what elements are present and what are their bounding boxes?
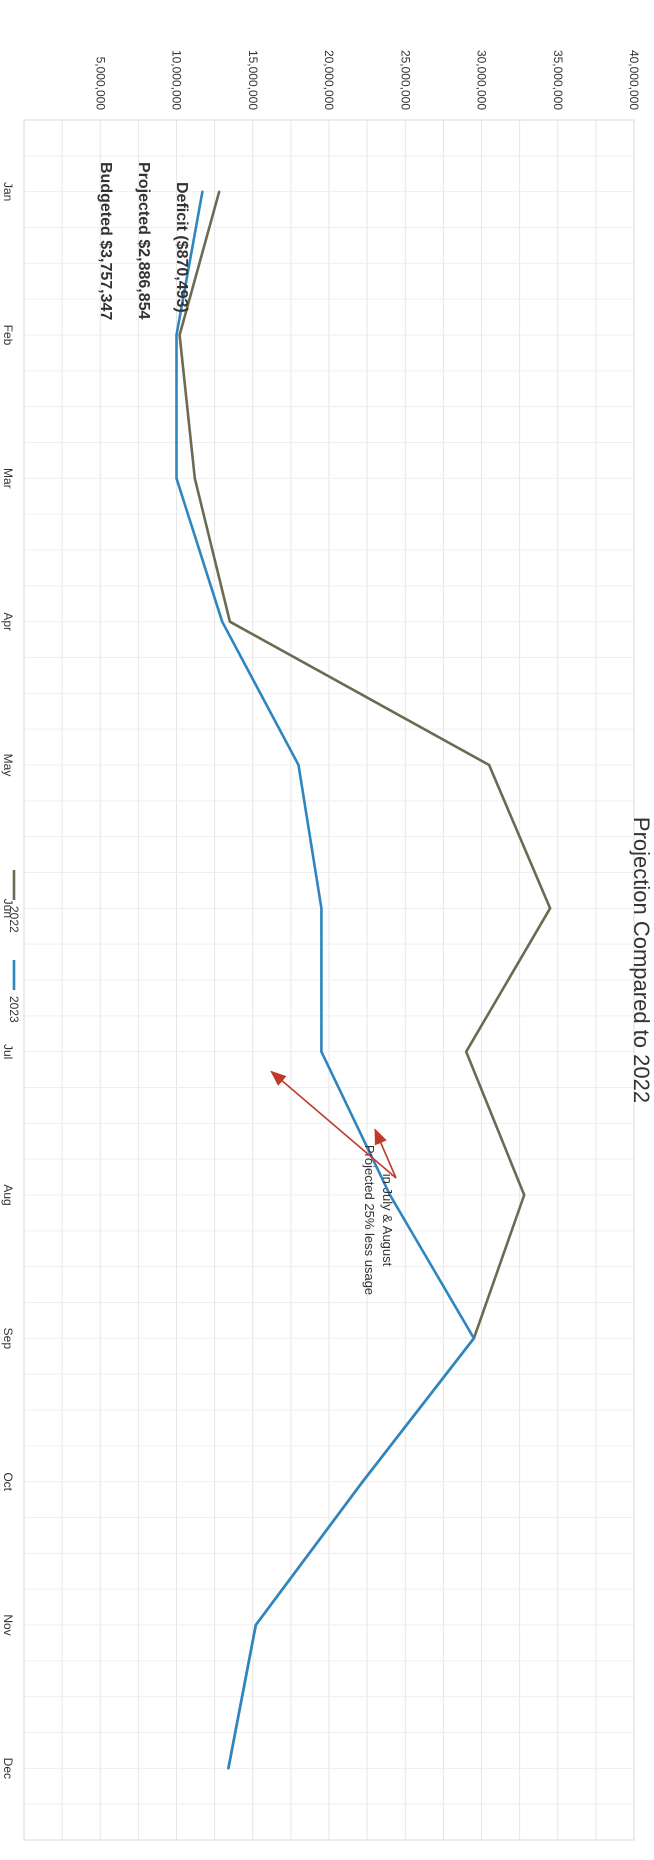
data-point-2022: [548, 907, 552, 910]
data-point-2023: [361, 1480, 364, 1483]
data-point-2022: [487, 763, 491, 767]
budget-summary: Budgeted $3,757,347 Projected $2,886,854…: [97, 162, 190, 320]
data-point-2022: [465, 1050, 468, 1053]
projected-text: Projected $2,886,854: [135, 162, 152, 320]
data-point-2022: [218, 190, 221, 193]
x-tick-label: Sep: [1, 1328, 15, 1350]
y-tick-label: 25,000,000: [398, 50, 412, 110]
series-lines: [175, 190, 552, 1770]
legend-label-2022: 2022: [7, 906, 21, 933]
x-tick-label: Jul: [1, 1044, 15, 1059]
data-point-2022: [228, 620, 232, 623]
x-tick-label: Oct: [1, 1472, 15, 1491]
y-tick-label: 40,000,000: [627, 50, 641, 110]
x-tick-label: Dec: [1, 1758, 15, 1779]
data-point-2022: [193, 477, 196, 480]
data-point-2023: [320, 907, 323, 910]
x-axis-tick-labels: Jan Feb Mar Apr May Jun Jul Aug Sep Oct Nov Dec: [1, 182, 15, 1779]
annotation-line-2: in July & August: [380, 1174, 395, 1267]
x-tick-label: Mar: [1, 468, 15, 489]
data-point-2023: [254, 1623, 257, 1627]
x-tick-label: Apr: [1, 612, 15, 631]
data-point-2023: [297, 763, 300, 767]
x-tick-label: May: [1, 754, 15, 777]
y-tick-label: 20,000,000: [322, 50, 336, 110]
annotation-line-1: Projected 25% less usage: [362, 1145, 377, 1295]
chart-title: Projection Compared to 2022: [629, 817, 654, 1103]
x-tick-label: Jun: [1, 899, 15, 918]
gridlines: [23, 119, 635, 1841]
budgeted-text: Budgeted $3,757,347: [97, 162, 114, 320]
y-axis-tick-labels: 5,000,000 10,000,000 15,000,000 20,000,000 2…: [93, 50, 641, 110]
y-tick-label: 10,000,000: [170, 50, 184, 110]
data-point-2023: [388, 1193, 392, 1197]
data-point-2023: [175, 333, 178, 337]
legend: 2022 2023: [7, 870, 21, 1023]
y-tick-label: 15,000,000: [246, 50, 260, 110]
series-line-2023: [175, 191, 476, 1769]
data-point-2022: [178, 333, 181, 337]
data-point-2023: [175, 477, 178, 480]
y-tick-label: 30,000,000: [475, 50, 489, 110]
data-point-2023: [201, 190, 204, 193]
x-tick-label: Jan: [1, 182, 15, 201]
data-point-2023: [472, 1337, 476, 1340]
deficit-text: Deficit ($870,493): [173, 182, 190, 313]
data-point-2023: [221, 620, 224, 623]
y-tick-label: 5,000,000: [93, 57, 107, 111]
x-tick-label: Aug: [1, 1184, 15, 1205]
data-point-2023: [320, 1050, 323, 1053]
y-tick-label: 35,000,000: [551, 50, 565, 110]
annotation-arrow-august: [374, 1128, 397, 1179]
x-tick-label: Nov: [1, 1614, 15, 1635]
annotation: Projected 25% less usage in July & Augus…: [270, 1070, 397, 1295]
plot-border: [23, 119, 635, 1841]
annotation-arrow-july: [270, 1070, 397, 1179]
legend-label-2023: 2023: [7, 996, 21, 1023]
x-tick-label: Feb: [1, 325, 15, 346]
data-point-2022: [522, 1193, 526, 1197]
data-point-2023: [227, 1767, 230, 1770]
